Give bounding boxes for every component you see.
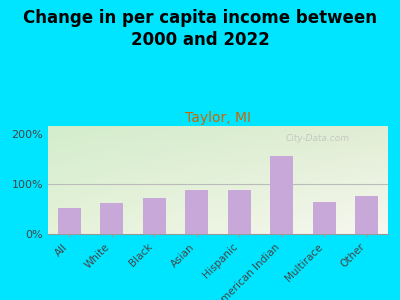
Bar xyxy=(312,202,336,234)
Title: Taylor, MI: Taylor, MI xyxy=(185,111,251,125)
Bar xyxy=(142,198,166,234)
Bar xyxy=(355,196,378,234)
Text: Change in per capita income between
2000 and 2022: Change in per capita income between 2000… xyxy=(23,9,377,49)
Text: City-Data.com: City-Data.com xyxy=(286,134,350,143)
Bar xyxy=(270,156,294,234)
Bar xyxy=(228,190,251,234)
Bar xyxy=(58,208,81,234)
Bar xyxy=(185,190,208,234)
Bar xyxy=(100,203,124,234)
